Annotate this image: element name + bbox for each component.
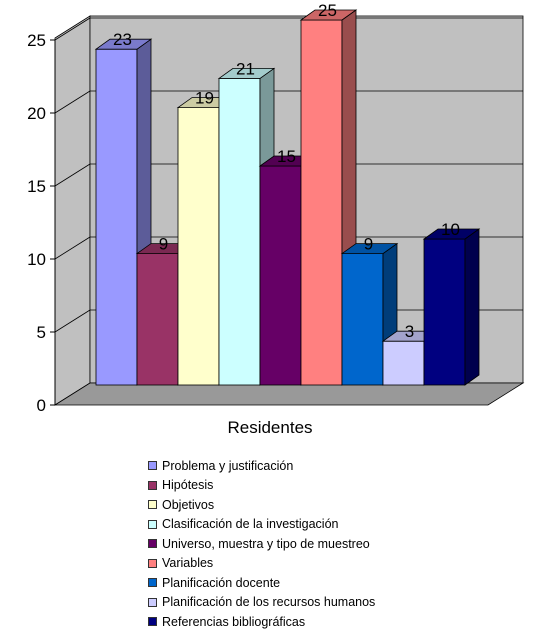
legend-label: Universo, muestra y tipo de muestreo [162, 536, 370, 551]
legend-swatch [148, 558, 157, 568]
y-tick-label: 5 [37, 323, 46, 342]
bar-chart: 23 9 19 21 15 25 9 3 10 0 5 10 15 20 25 Residentes [27, 1, 525, 437]
legend-swatch [148, 480, 157, 490]
legend-item: Hipótesis [148, 476, 375, 496]
legend-swatch [148, 597, 157, 607]
legend-label: Variables [162, 556, 214, 571]
bar-value-label: 23 [113, 30, 132, 49]
bar-front [177, 107, 220, 386]
chart-floor [53, 382, 525, 406]
gridline [54, 163, 91, 187]
bar-front [218, 78, 261, 386]
bar-top [217, 68, 276, 79]
bar-value-label: 19 [195, 89, 214, 108]
left-wall [54, 15, 91, 406]
bar-value-label: 3 [405, 322, 414, 341]
bar-side [464, 228, 480, 386]
bar-front [136, 253, 179, 386]
x-axis-label: Residentes [227, 418, 312, 437]
legend-item: Problema y justificación [148, 456, 375, 476]
legend-item: Planificación de los recursos humanos [148, 593, 375, 613]
legend-swatch [148, 461, 157, 471]
bar-front [341, 253, 384, 386]
bar-value-label: 10 [441, 220, 460, 239]
y-tick-label: 10 [27, 250, 46, 269]
bar-top [422, 228, 481, 240]
legend-swatch [148, 578, 157, 588]
bar-front [423, 238, 466, 386]
bar-front [95, 48, 138, 386]
legend-label: Objetivos [162, 497, 215, 512]
bar-value-label: 15 [277, 147, 296, 166]
bar-value-label: 9 [364, 235, 373, 254]
legend-label: Hipótesis [162, 478, 214, 493]
legend-label: Planificación docente [162, 575, 281, 590]
bar-front [300, 19, 343, 386]
y-tick-label: 25 [27, 31, 46, 50]
legend-label: Clasificación de la investigación [162, 517, 339, 532]
gridline [54, 236, 91, 260]
legend-item: Planificación docente [148, 573, 375, 593]
y-tick-label: 20 [27, 104, 46, 123]
legend-swatch [148, 519, 157, 529]
legend-item: Referencias bibliográficas [148, 612, 375, 632]
legend-label: Problema y justificación [162, 458, 294, 473]
gridline [54, 90, 91, 114]
bar-top [94, 38, 153, 50]
y-tick-label: 15 [27, 177, 46, 196]
bar-top [340, 243, 399, 255]
bar-value-label: 9 [159, 235, 168, 254]
bar-9 [422, 228, 481, 386]
gridline [54, 309, 91, 333]
bar-value-label: 25 [318, 1, 337, 20]
legend-item: Objetivos [148, 495, 375, 515]
legend-item: Clasificación de la investigación [148, 515, 375, 535]
y-tick-label: 0 [37, 396, 46, 415]
legend-item: Universo, muestra y tipo de muestreo [148, 534, 375, 554]
bar-front [259, 165, 302, 386]
legend-swatch [148, 539, 157, 549]
chart-legend: Problema y justificación Hipótesis Objetiv… [148, 456, 375, 632]
bar-front [382, 340, 425, 386]
bar-value-label: 21 [236, 59, 255, 78]
legend-item: Variables [148, 554, 375, 574]
bar-top [299, 9, 358, 21]
legend-swatch [148, 500, 157, 510]
legend-label: Referencias bibliográficas [162, 614, 306, 629]
legend-swatch [148, 617, 157, 627]
gridline [54, 17, 91, 41]
legend-label: Planificación de los recursos humanos [162, 595, 376, 610]
